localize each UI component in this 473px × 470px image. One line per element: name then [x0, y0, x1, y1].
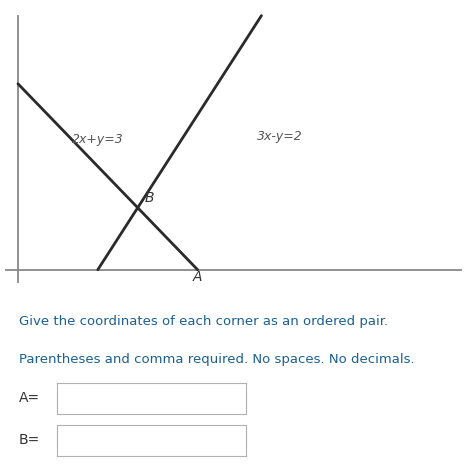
- Text: A: A: [193, 270, 202, 284]
- Text: 2x+y=3: 2x+y=3: [72, 133, 123, 146]
- Text: Give the coordinates of each corner as an ordered pair.: Give the coordinates of each corner as a…: [19, 315, 388, 328]
- Text: B=: B=: [19, 433, 40, 447]
- Text: 3x-y=2: 3x-y=2: [257, 130, 303, 142]
- Text: Parentheses and comma required. No spaces. No decimals.: Parentheses and comma required. No space…: [19, 352, 414, 366]
- Text: B: B: [145, 191, 154, 204]
- Text: A=: A=: [19, 391, 40, 405]
